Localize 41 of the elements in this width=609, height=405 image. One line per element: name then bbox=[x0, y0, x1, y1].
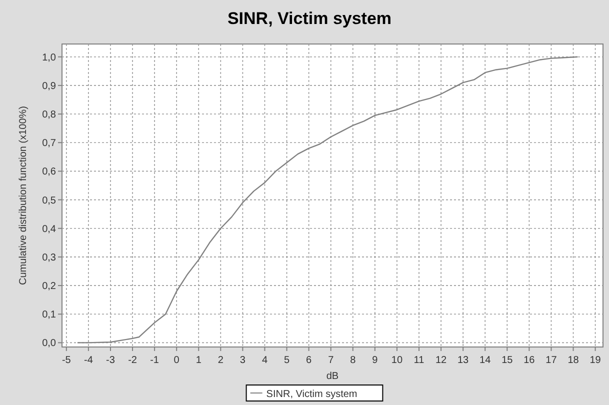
x-tick-label: 11 bbox=[414, 355, 425, 366]
x-tick-label: -3 bbox=[106, 355, 116, 366]
x-tick-label: 12 bbox=[435, 355, 448, 366]
y-tick-label: 0,9 bbox=[42, 80, 56, 92]
x-tick-label: 0 bbox=[174, 355, 180, 366]
y-tick-label: 0,4 bbox=[42, 224, 56, 235]
x-tick-label: 2 bbox=[218, 355, 224, 366]
x-tick-label: 6 bbox=[306, 355, 312, 366]
x-tick-label: -2 bbox=[128, 355, 138, 366]
x-tick-label: 14 bbox=[480, 355, 492, 366]
x-axis-title: dB bbox=[326, 371, 339, 382]
y-tick-label: 0,3 bbox=[42, 252, 56, 264]
x-tick-label: 3 bbox=[240, 355, 246, 366]
y-tick-label: 0,5 bbox=[42, 195, 56, 206]
x-tick-label: 10 bbox=[391, 355, 403, 366]
x-tick-label: 16 bbox=[524, 355, 536, 366]
x-tick-label: 17 bbox=[546, 355, 558, 366]
y-axis-title: Cumulative distribution function (x100%) bbox=[18, 106, 29, 285]
x-tick-label: -1 bbox=[150, 355, 160, 366]
x-tick-label: 8 bbox=[350, 355, 356, 366]
y-tick-label: 0,0 bbox=[42, 338, 56, 350]
x-tick-label: 15 bbox=[502, 355, 514, 366]
y-tick-label: 0,8 bbox=[42, 110, 56, 121]
y-tick-label: 0,7 bbox=[42, 138, 56, 150]
x-tick-label: -5 bbox=[62, 355, 72, 366]
y-tick-label: 0,2 bbox=[42, 281, 56, 292]
x-tick-label: 9 bbox=[372, 355, 378, 366]
x-tick-label: 1 bbox=[196, 355, 202, 366]
x-tick-label: -4 bbox=[84, 355, 94, 366]
x-tick-label: 5 bbox=[284, 355, 290, 366]
x-tick-label: 4 bbox=[262, 355, 268, 366]
x-tick-label: 18 bbox=[568, 355, 580, 366]
y-tick-label: 1,0 bbox=[42, 52, 56, 64]
legend-label: SINR, Victim system bbox=[266, 389, 358, 400]
y-tick-label: 0,1 bbox=[42, 310, 56, 321]
line-series bbox=[76, 56, 578, 344]
x-tick-label: 19 bbox=[590, 355, 602, 366]
x-tick-label: 7 bbox=[328, 355, 334, 366]
x-tick-label: 13 bbox=[458, 355, 470, 366]
chart-title: SINR, Victim system bbox=[227, 9, 392, 28]
y-tick-label: 0,6 bbox=[42, 166, 56, 178]
